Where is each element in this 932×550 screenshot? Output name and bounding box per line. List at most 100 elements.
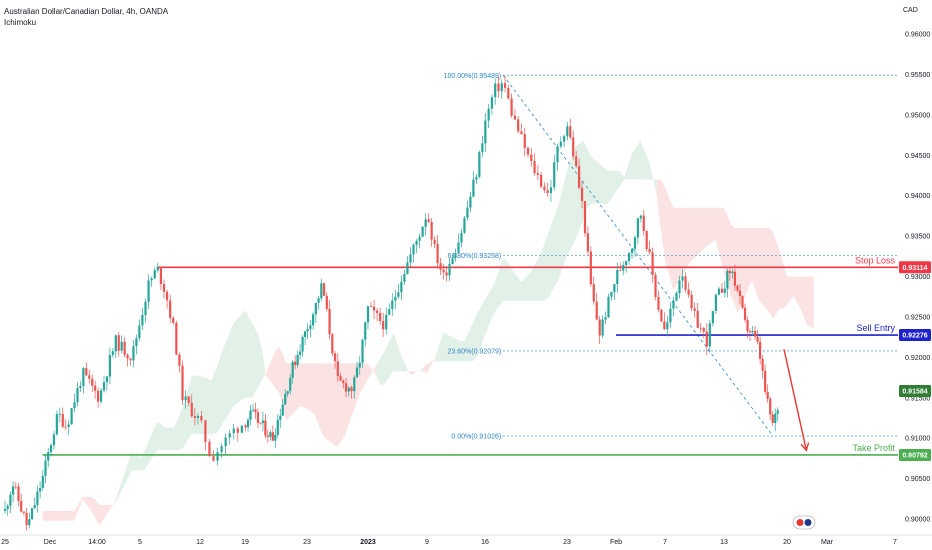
candle-body (353, 377, 356, 392)
cloud-segment (42, 496, 116, 526)
candle-body (421, 226, 424, 237)
candle-body (553, 162, 556, 188)
candle-body (616, 269, 619, 285)
price-tick-label: 0.94500 (905, 153, 930, 160)
cloud-segment (410, 371, 419, 376)
candle-body (355, 367, 359, 378)
candle-body (736, 285, 739, 291)
candle-body (610, 291, 613, 297)
candle-body (82, 368, 85, 387)
candle-body (317, 298, 320, 303)
candle-body (269, 432, 272, 437)
candle-body (566, 126, 569, 137)
time-tick-label: 5 (138, 539, 142, 546)
tradingview-logo[interactable] (792, 515, 816, 530)
price-tick-label: 0.96000 (905, 32, 930, 39)
candle-body (52, 434, 56, 446)
candle-body (366, 306, 370, 323)
candle-body (193, 416, 196, 419)
time-axis[interactable]: 25 Dec 14:00 5 12 19 23 2023 9 16 23 Feb 7 13 20 Mar 7 (0, 534, 932, 546)
candle-body (339, 376, 342, 381)
candle-body (289, 377, 292, 392)
candle-body (328, 308, 331, 335)
candle-body (220, 446, 223, 453)
price-tick-label: 0.95000 (905, 112, 930, 119)
candle-body (619, 269, 622, 271)
candle-body (347, 387, 350, 392)
candle-body (702, 327, 705, 332)
candle-body (733, 271, 737, 286)
candle-body (589, 251, 592, 285)
price-tag (899, 329, 931, 342)
candle-body (147, 280, 150, 302)
candle-body (427, 219, 430, 222)
fib-level-label: 0.00%(0.91026) (451, 434, 501, 441)
candle-body (764, 370, 767, 392)
price-tags: 0.93114 0.92276 0.90792 0.91584 (899, 261, 931, 461)
candle-body (699, 327, 702, 329)
cloud-segment (435, 140, 657, 362)
candle-body (12, 486, 15, 495)
candle-body (696, 310, 699, 328)
candle-body (212, 456, 215, 461)
candle-body (746, 319, 749, 332)
cloud-segment (115, 310, 266, 503)
candle-body (723, 288, 726, 293)
candle-body (430, 221, 433, 240)
candle-body (284, 393, 287, 405)
candle-body (344, 383, 348, 392)
candle-body (336, 361, 339, 377)
candle-body (540, 174, 543, 187)
candle-body (181, 365, 184, 401)
candle-body (159, 267, 163, 285)
candle-body (361, 339, 364, 363)
candle-body (246, 419, 250, 428)
candle-body (224, 437, 227, 447)
candle-body (469, 196, 472, 208)
indicator-label[interactable]: Ichimoku (4, 18, 37, 27)
candle-body (251, 409, 255, 411)
candle-body (769, 398, 772, 415)
currency-label: CAD (903, 7, 918, 14)
candle-body (259, 422, 262, 424)
candle-body (314, 302, 317, 315)
candle-body (333, 353, 337, 362)
candle-body (102, 382, 106, 391)
candle-body (303, 331, 307, 337)
candle-body (639, 215, 642, 219)
candle-body (439, 263, 442, 270)
candle-body (135, 338, 138, 347)
candle-body (761, 358, 764, 371)
candle-body (445, 272, 448, 276)
candle-body (249, 410, 252, 420)
candle-body (364, 322, 367, 340)
candle-body (592, 284, 595, 302)
time-tick-label: 9 (425, 539, 429, 546)
candle-body (507, 87, 510, 99)
candle-body (543, 186, 546, 191)
candle-body (244, 425, 247, 428)
candle-body (684, 276, 687, 290)
candle-body (41, 475, 44, 488)
candle-body (601, 319, 604, 336)
candle-body (663, 321, 666, 330)
candle-body (358, 362, 361, 368)
candle-body (114, 335, 117, 352)
time-tick-label: Mar (821, 539, 834, 546)
candle-body (526, 147, 530, 155)
candle-body (418, 236, 421, 241)
candle-body (693, 308, 696, 311)
candle-body (240, 425, 243, 433)
candle-body (281, 404, 284, 416)
candle-body (756, 336, 759, 342)
candle-body (478, 152, 481, 177)
time-tick-label: 23 (563, 539, 571, 546)
price-axis[interactable]: 0.96000 0.95500 0.95000 0.94500 0.94000 0.935… (905, 32, 930, 524)
time-tick-label: Dec (44, 539, 57, 546)
candle-body (391, 300, 394, 310)
candle-body (294, 361, 297, 365)
price-tag-text: 0.90792 (902, 452, 927, 459)
fibonacci-retracement: 100.00%(0.95489) 61.80%(0.93258) 23.60%(0.… (444, 73, 898, 441)
candle-body (726, 270, 729, 289)
